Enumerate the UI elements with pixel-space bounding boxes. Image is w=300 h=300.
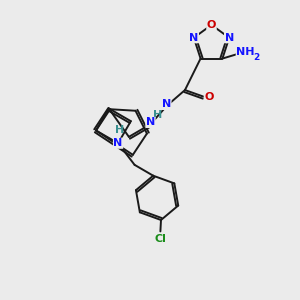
Text: N: N (189, 33, 198, 43)
Text: N: N (146, 117, 155, 128)
Text: N: N (162, 99, 171, 110)
Text: NH: NH (236, 47, 255, 57)
Text: H: H (153, 110, 163, 120)
Text: Cl: Cl (154, 234, 166, 244)
Text: O: O (204, 92, 214, 102)
Text: O: O (207, 20, 216, 30)
Text: 2: 2 (253, 52, 260, 62)
Text: H: H (115, 125, 124, 135)
Text: N: N (225, 33, 234, 43)
Text: N: N (113, 138, 123, 148)
